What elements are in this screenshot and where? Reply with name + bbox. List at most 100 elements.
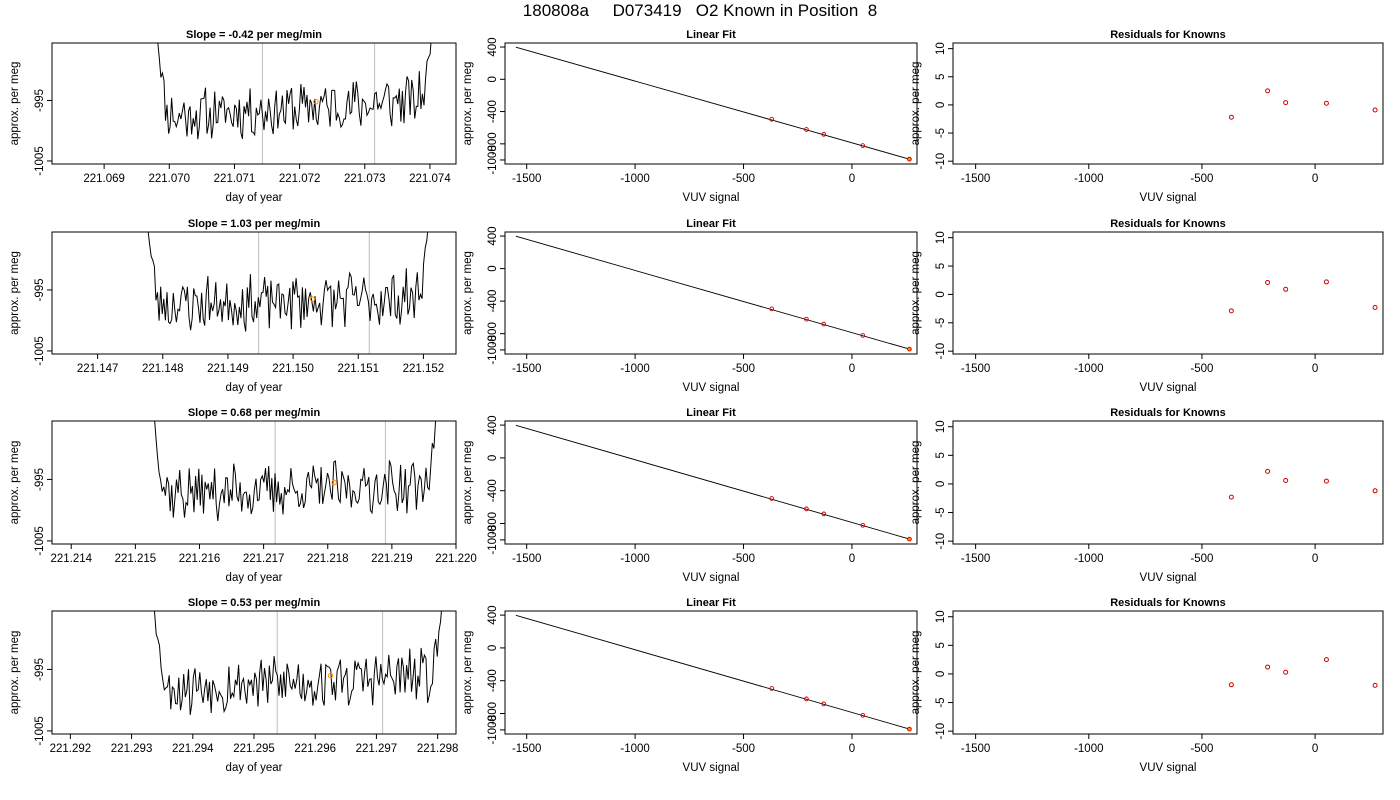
x-tick-label: 0 bbox=[1312, 173, 1318, 185]
x-axis-label: VUV signal bbox=[1140, 572, 1197, 584]
panel-1-1: Slope = -0.42 per meg/min 221.069 221.070 2… bbox=[9, 29, 457, 204]
y-axis-label: approx. per meg bbox=[9, 631, 21, 715]
y-tick-label: -995 bbox=[34, 89, 46, 112]
y-tick-label: 5 bbox=[935, 74, 947, 80]
known-point bbox=[327, 672, 334, 679]
plot-area bbox=[1228, 657, 1378, 688]
fit-point bbox=[907, 346, 912, 352]
y-tick-label: -1000 bbox=[487, 335, 499, 364]
fit-line bbox=[515, 614, 910, 730]
chart-title: Residuals for Knowns bbox=[1110, 597, 1226, 609]
y-tick-label: -1005 bbox=[34, 716, 46, 745]
fit-point bbox=[769, 686, 775, 691]
fit-point bbox=[804, 506, 809, 512]
x-tick-label: 221.297 bbox=[356, 743, 398, 755]
chart-title: Residuals for Knowns bbox=[1110, 29, 1226, 41]
residual-point bbox=[1228, 494, 1234, 500]
x-tick-label: 221.073 bbox=[344, 173, 386, 185]
x-axis-label: VUV signal bbox=[1140, 382, 1197, 394]
x-tick-label: 221.218 bbox=[307, 553, 349, 565]
x-tick-label: 0 bbox=[1312, 363, 1318, 375]
x-tick-label: -500 bbox=[732, 743, 755, 755]
y-axis-label: approx. per meg bbox=[910, 62, 922, 146]
x-tick-label: 221.295 bbox=[233, 743, 275, 755]
chart-title: Residuals for Knowns bbox=[1110, 218, 1226, 230]
y-tick-label: 5 bbox=[935, 263, 947, 269]
residual-point bbox=[1265, 468, 1271, 474]
y-tick-label: -400 bbox=[487, 100, 499, 123]
fit-point bbox=[860, 333, 866, 338]
panel-4-1: Slope = 0.53 per meg/min 221.292 221.293 22… bbox=[9, 597, 458, 774]
x-tick-label: -1500 bbox=[512, 553, 541, 565]
plot-area bbox=[515, 46, 912, 162]
residual-point bbox=[1372, 107, 1378, 113]
residual-point bbox=[1228, 308, 1234, 314]
x-tick-label: 221.214 bbox=[50, 553, 92, 565]
x-tick-label: 221.149 bbox=[207, 363, 249, 375]
residual-point bbox=[1283, 100, 1289, 106]
x-tick-label: 221.072 bbox=[279, 173, 321, 185]
residual-point bbox=[1323, 279, 1329, 285]
fit-point bbox=[769, 116, 775, 122]
x-tick-label: -500 bbox=[732, 173, 755, 185]
signal-trace bbox=[157, 43, 432, 140]
x-axis-label: VUV signal bbox=[683, 762, 740, 774]
panel-3-2: Linear Fit-1500 -1000 -500 0-1000-800-40004… bbox=[462, 407, 918, 584]
x-tick-label: 221.071 bbox=[214, 173, 256, 185]
x-tick-label: -1000 bbox=[620, 363, 649, 375]
known-point bbox=[309, 296, 316, 302]
y-tick-label: -1005 bbox=[34, 146, 46, 175]
plot-area bbox=[154, 421, 437, 521]
y-axis-label: approx. per meg bbox=[462, 251, 474, 335]
y-tick-label: -1000 bbox=[487, 715, 499, 744]
x-tick-label: -1000 bbox=[620, 173, 649, 185]
x-tick-label: -1500 bbox=[512, 363, 541, 375]
signal-trace bbox=[147, 232, 429, 332]
residual-point bbox=[1323, 100, 1329, 106]
signal-trace bbox=[153, 611, 442, 715]
residual-point bbox=[1265, 664, 1271, 670]
y-tick-label: -800 bbox=[487, 512, 499, 535]
residual-point bbox=[1372, 682, 1378, 688]
y-tick-label: 0 bbox=[487, 265, 499, 271]
x-tick-label: 221.216 bbox=[179, 553, 221, 565]
residual-point bbox=[1323, 657, 1329, 663]
y-tick-label: -10 bbox=[935, 533, 947, 550]
y-tick-label: 10 bbox=[935, 420, 947, 433]
x-tick-label: 221.070 bbox=[149, 173, 191, 185]
y-tick-label: -1005 bbox=[34, 336, 46, 365]
plot-area bbox=[157, 43, 432, 140]
plot-frame bbox=[51, 231, 457, 355]
x-tick-label: 0 bbox=[849, 173, 855, 185]
x-tick-label: -1500 bbox=[961, 173, 990, 185]
y-axis-label: approx. per meg bbox=[462, 62, 474, 146]
x-tick-label: -1500 bbox=[961, 363, 990, 375]
panel-3-1: Slope = 0.68 per meg/min 221.214 221.215 22… bbox=[9, 407, 477, 584]
y-tick-label: -400 bbox=[487, 669, 499, 692]
x-tick-label: 0 bbox=[1312, 743, 1318, 755]
x-tick-label: -1000 bbox=[1074, 553, 1103, 565]
x-tick-label: -1000 bbox=[1074, 363, 1103, 375]
chart-title: Linear Fit bbox=[686, 218, 736, 230]
y-axis-label: approx. per meg bbox=[462, 631, 474, 715]
plot-frame bbox=[51, 420, 457, 545]
x-tick-label: -1500 bbox=[961, 743, 990, 755]
y-tick-label: 400 bbox=[487, 226, 499, 245]
y-tick-label: -1000 bbox=[487, 525, 499, 554]
chart-title: Slope = 0.68 per meg/min bbox=[188, 407, 321, 419]
fit-point bbox=[860, 143, 866, 148]
x-tick-label: -500 bbox=[732, 553, 755, 565]
page-title: 180808a D073419 O2 Known in Position 8 bbox=[522, 1, 878, 20]
x-tick-label: 0 bbox=[849, 363, 855, 375]
x-tick-label: 221.215 bbox=[115, 553, 157, 565]
fit-point bbox=[860, 522, 866, 528]
x-tick-label: 0 bbox=[849, 743, 855, 755]
residual-point bbox=[1283, 477, 1289, 483]
panel-2-1: Slope = 1.03 per meg/min 221.147 221.148 22… bbox=[9, 218, 457, 394]
known-point bbox=[313, 98, 319, 105]
y-tick-label: -800 bbox=[487, 322, 499, 345]
y-tick-label: -5 bbox=[935, 128, 947, 138]
fit-point bbox=[821, 701, 827, 707]
fit-point bbox=[821, 511, 827, 517]
plot-frame bbox=[504, 420, 918, 545]
